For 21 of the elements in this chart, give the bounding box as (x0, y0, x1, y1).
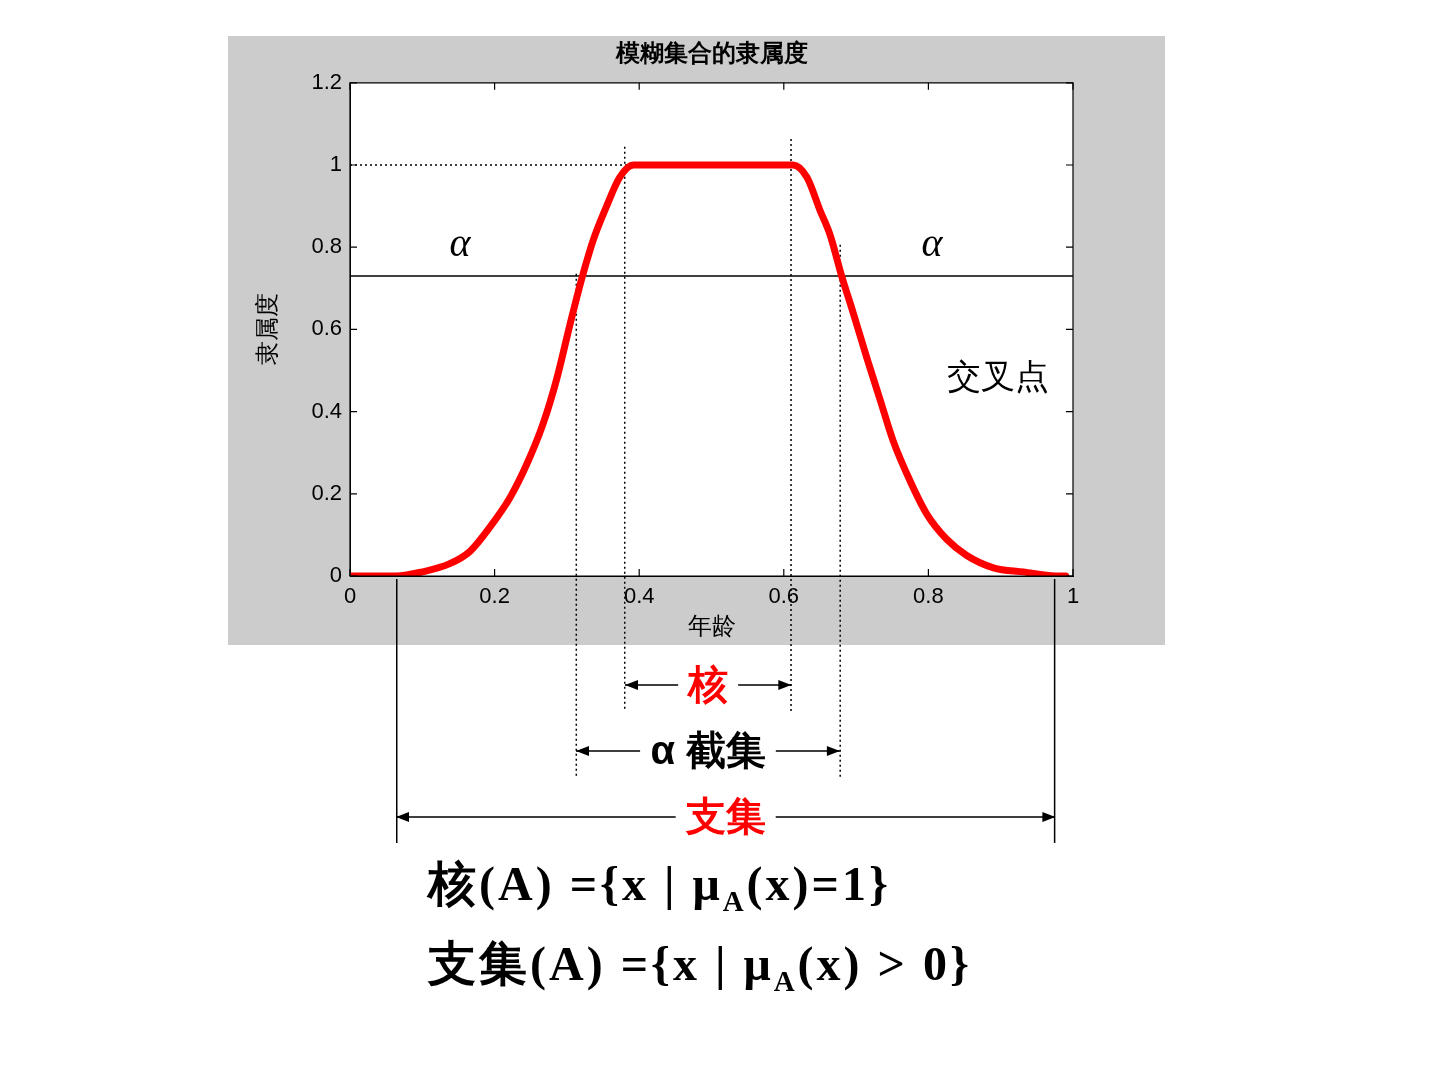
text: 支集 (684, 794, 766, 839)
x-tick-label: 0.6 (768, 583, 800, 609)
y-tick-label: 0.8 (311, 233, 342, 259)
y-tick-label: 1 (329, 151, 342, 177)
x-tick-label: 0.4 (623, 583, 655, 609)
annotation: α (449, 220, 472, 266)
x-axis-title: 年龄 (687, 612, 736, 640)
text: α 截集 (650, 728, 767, 773)
y-tick-label: 0.2 (311, 479, 342, 505)
x-tick-label: 0.8 (913, 583, 944, 609)
y-tick-label: 1.2 (311, 68, 342, 94)
annotation: 交叉点 (946, 357, 1049, 395)
annotation: α (921, 220, 944, 266)
y-tick-label: 0.6 (311, 315, 342, 341)
y-axis-title: 隶属度 (253, 293, 281, 366)
x-tick-label: 0.2 (479, 583, 510, 609)
text: 核 (685, 662, 728, 707)
chart-title: 模糊集合的隶属度 (614, 39, 808, 67)
y-tick-label: 0 (329, 562, 342, 588)
x-tick-label: 1 (1066, 583, 1080, 609)
y-tick-label: 0.4 (311, 397, 342, 423)
